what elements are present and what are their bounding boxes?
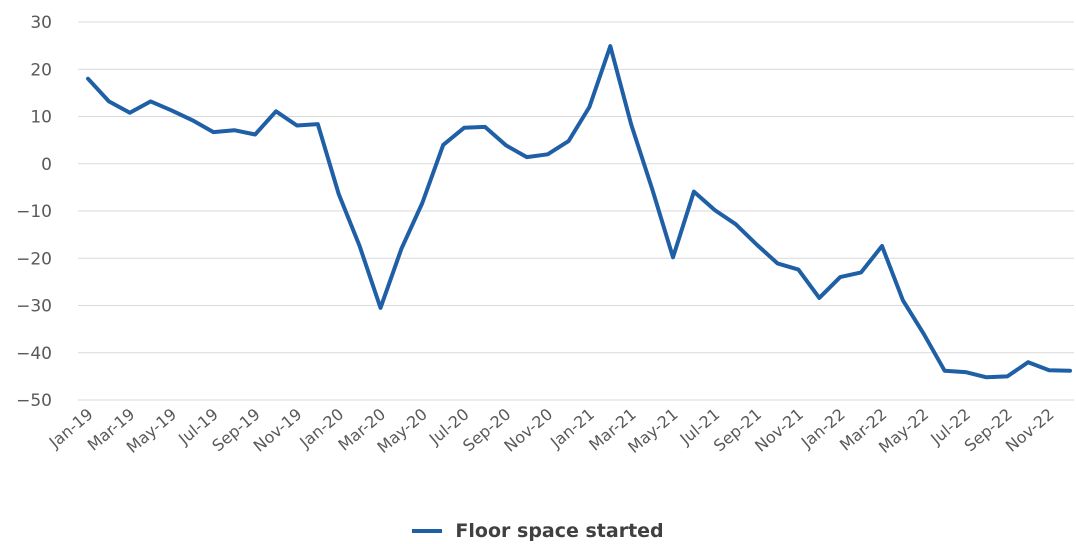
y-axis-ticks: 30 20 10 0 −10 −20 −30 −40 −50 [16, 13, 52, 411]
series-layer [86, 44, 1072, 380]
legend: Floor space started [0, 520, 1076, 542]
y-tick-label: 20 [30, 60, 52, 80]
y-tick-label: −30 [16, 297, 52, 317]
y-tick-label: −50 [16, 391, 52, 411]
series-line-floor-space-started [86, 44, 1072, 380]
y-tick-label: −20 [16, 249, 52, 269]
gridlines [78, 21, 1074, 401]
y-tick-label: 10 [30, 108, 52, 128]
x-tick-label: Nov-19 [250, 405, 306, 456]
y-tick-label: −10 [16, 202, 52, 222]
y-tick-label: −40 [16, 344, 52, 364]
legend-swatch [412, 529, 443, 533]
y-tick-label: 30 [30, 13, 52, 33]
x-tick-label: Nov-22 [1002, 405, 1058, 456]
x-tick-label: Nov-21 [751, 405, 807, 456]
y-tick-label: 0 [41, 155, 52, 175]
x-tick-label: Nov-20 [500, 405, 556, 456]
x-axis-ticks: Jan-19Mar-19May-19Jul-19Sep-19Nov-19Jan-… [45, 405, 1058, 457]
legend-label: Floor space started [455, 520, 664, 542]
